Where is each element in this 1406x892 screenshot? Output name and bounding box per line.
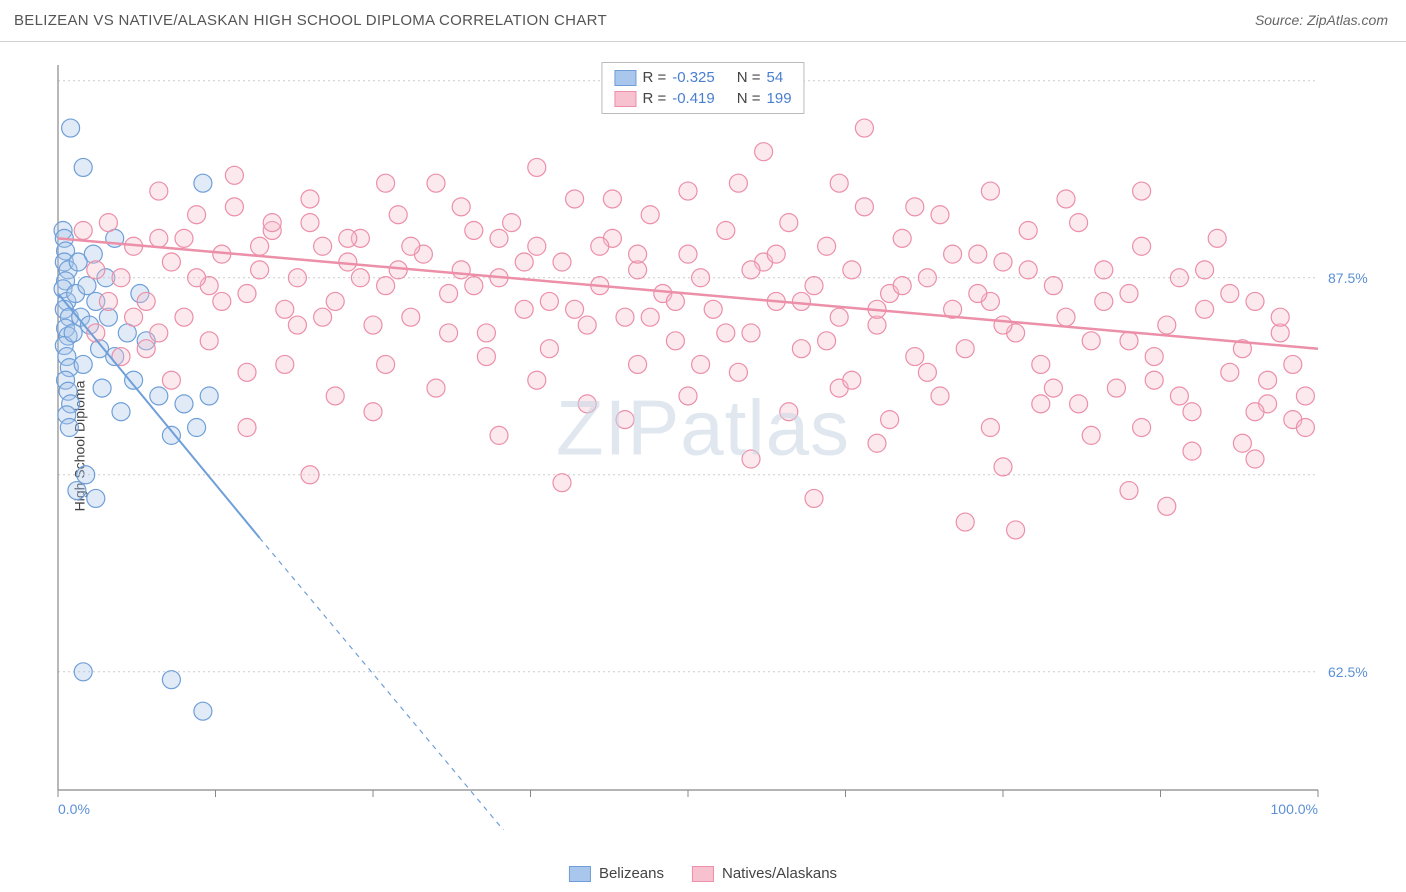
legend-row-belizeans: R = -0.325 N = 54 xyxy=(614,67,791,88)
r-label: R = xyxy=(642,88,666,109)
legend-label: Natives/Alaskans xyxy=(722,865,837,882)
svg-text:87.5%: 87.5% xyxy=(1328,270,1368,286)
chart-title: BELIZEAN VS NATIVE/ALASKAN HIGH SCHOOL D… xyxy=(14,12,607,29)
svg-text:62.5%: 62.5% xyxy=(1328,664,1368,680)
chart-svg: 62.5% 87.5% 0.0% 100.0% xyxy=(48,60,1388,830)
legend-swatch-natives xyxy=(614,91,636,107)
legend-item-natives: Natives/Alaskans xyxy=(692,865,837,882)
n-value: 199 xyxy=(767,88,792,109)
legend-row-natives: R = -0.419 N = 199 xyxy=(614,88,791,109)
legend-swatch-belizeans xyxy=(569,866,591,882)
series-legend: Belizeans Natives/Alaskans xyxy=(569,865,837,882)
plot-area: 62.5% 87.5% 0.0% 100.0% xyxy=(48,60,1388,830)
chart-source: Source: ZipAtlas.com xyxy=(1255,12,1388,28)
chart-header: BELIZEAN VS NATIVE/ALASKAN HIGH SCHOOL D… xyxy=(0,0,1406,42)
legend-swatch-natives xyxy=(692,866,714,882)
legend-item-belizeans: Belizeans xyxy=(569,865,664,882)
r-value: -0.419 xyxy=(672,88,715,109)
svg-text:100.0%: 100.0% xyxy=(1271,801,1318,817)
n-label: N = xyxy=(737,67,761,88)
n-value: 54 xyxy=(767,67,784,88)
r-value: -0.325 xyxy=(672,67,715,88)
r-label: R = xyxy=(642,67,666,88)
correlation-legend: R = -0.325 N = 54 R = -0.419 N = 199 xyxy=(601,62,804,114)
n-label: N = xyxy=(737,88,761,109)
svg-text:0.0%: 0.0% xyxy=(58,801,90,817)
legend-label: Belizeans xyxy=(599,865,664,882)
legend-swatch-belizeans xyxy=(614,70,636,86)
